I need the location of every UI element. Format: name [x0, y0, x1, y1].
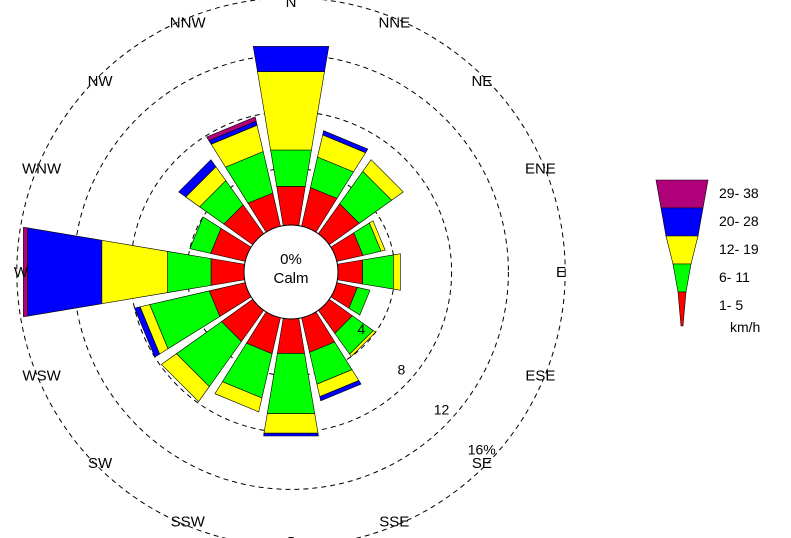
petal-W-bin-5	[23, 226, 28, 318]
direction-label-ENE: ENE	[525, 161, 556, 178]
petal-S-bin-2	[266, 353, 316, 414]
ring-label-8: 8	[397, 361, 405, 377]
calm-label: Calm	[273, 270, 308, 287]
direction-label-S: S	[286, 534, 296, 538]
direction-label-SSE: SSE	[379, 513, 409, 530]
legend-label-bin-2: 6- 11	[719, 269, 750, 285]
calm-circle	[243, 224, 339, 320]
legend-label-bin-1: 1- 5	[719, 297, 743, 313]
legend-swatch-bin-5	[655, 179, 709, 209]
petal-NNW-bin-5	[206, 116, 257, 141]
petal-WNW-bin-2	[189, 216, 222, 254]
petal-E-bin-1	[337, 259, 363, 285]
direction-label-WNW: WNW	[22, 161, 62, 178]
petal-NNE-bin-4	[322, 130, 369, 154]
legend-swatch-bin-1	[677, 291, 687, 327]
petal-SSW-bin-3	[214, 381, 263, 413]
calm-circle-group: 0% Calm	[243, 224, 339, 320]
legend-label-bin-3: 12- 19	[719, 241, 759, 257]
direction-label-NW: NW	[88, 73, 114, 90]
petal-SE-bin-3	[349, 330, 376, 357]
petal-W-bin-3	[101, 239, 168, 305]
petal-N-bin-3	[257, 71, 325, 151]
ring-labels: 4 8 12 16%	[357, 321, 495, 457]
legend-swatch-bin-3	[665, 235, 699, 265]
wind-petals	[23, 46, 404, 437]
direction-label-WSW: WSW	[22, 367, 61, 384]
direction-label-SW: SW	[88, 455, 113, 472]
ring-12	[73, 54, 509, 490]
legend-label-bin-5: 29- 38	[719, 185, 759, 201]
petal-SSE-bin-4	[319, 380, 362, 402]
petal-E-bin-2	[362, 254, 394, 290]
petal-W-bin-4	[27, 227, 103, 317]
direction-label-NE: NE	[471, 73, 492, 90]
ring-label-4: 4	[357, 321, 365, 337]
petal-ENE-bin-3	[369, 220, 386, 252]
direction-label-ESE: ESE	[525, 367, 555, 384]
petal-SW-bin-3	[160, 353, 210, 403]
petal-N-bin-4	[252, 46, 330, 72]
petal-NW-bin-4	[178, 159, 217, 198]
petal-N-bin-2	[270, 149, 312, 187]
direction-label-N: N	[286, 0, 297, 11]
petal-W-bin-1	[210, 258, 245, 286]
ring-label-12: 12	[434, 402, 450, 418]
direction-label-W: W	[14, 264, 29, 281]
direction-label-NNW: NNW	[170, 15, 207, 32]
petal-WSW-bin-4	[134, 306, 160, 358]
legend-label-bin-4: 20- 28	[719, 213, 759, 229]
petal-S-bin-4	[263, 432, 319, 437]
petal-N-bin-1	[276, 186, 306, 226]
petal-S-bin-1	[277, 318, 305, 354]
legend-swatch-bin-4	[660, 207, 704, 237]
legend-unit-label: km/h	[730, 319, 760, 335]
petal-S-bin-3	[263, 413, 319, 434]
petal-NE-bin-3	[362, 159, 404, 201]
direction-label-SE: SE	[472, 455, 492, 472]
petal-E-bin-3	[393, 253, 401, 291]
direction-label-NNE: NNE	[378, 15, 410, 32]
petal-ESE-bin-2	[348, 287, 371, 316]
direction-label-E: E	[556, 264, 566, 281]
calm-value: 0%	[280, 251, 302, 268]
legend-swatch-bin-2	[672, 263, 692, 293]
ring-16	[16, 0, 566, 538]
petal-W-bin-2	[167, 251, 212, 293]
ring-label-16: 16%	[468, 442, 496, 458]
direction-label-SSW: SSW	[171, 513, 206, 530]
speed-legend: 29- 38 20- 28 12- 19 6- 11 1- 5 km/h	[655, 179, 760, 335]
direction-labels: N NNE NE ENE E ESE SE SSE S SSW SW WSW W WNW NW NNW	[14, 0, 566, 538]
